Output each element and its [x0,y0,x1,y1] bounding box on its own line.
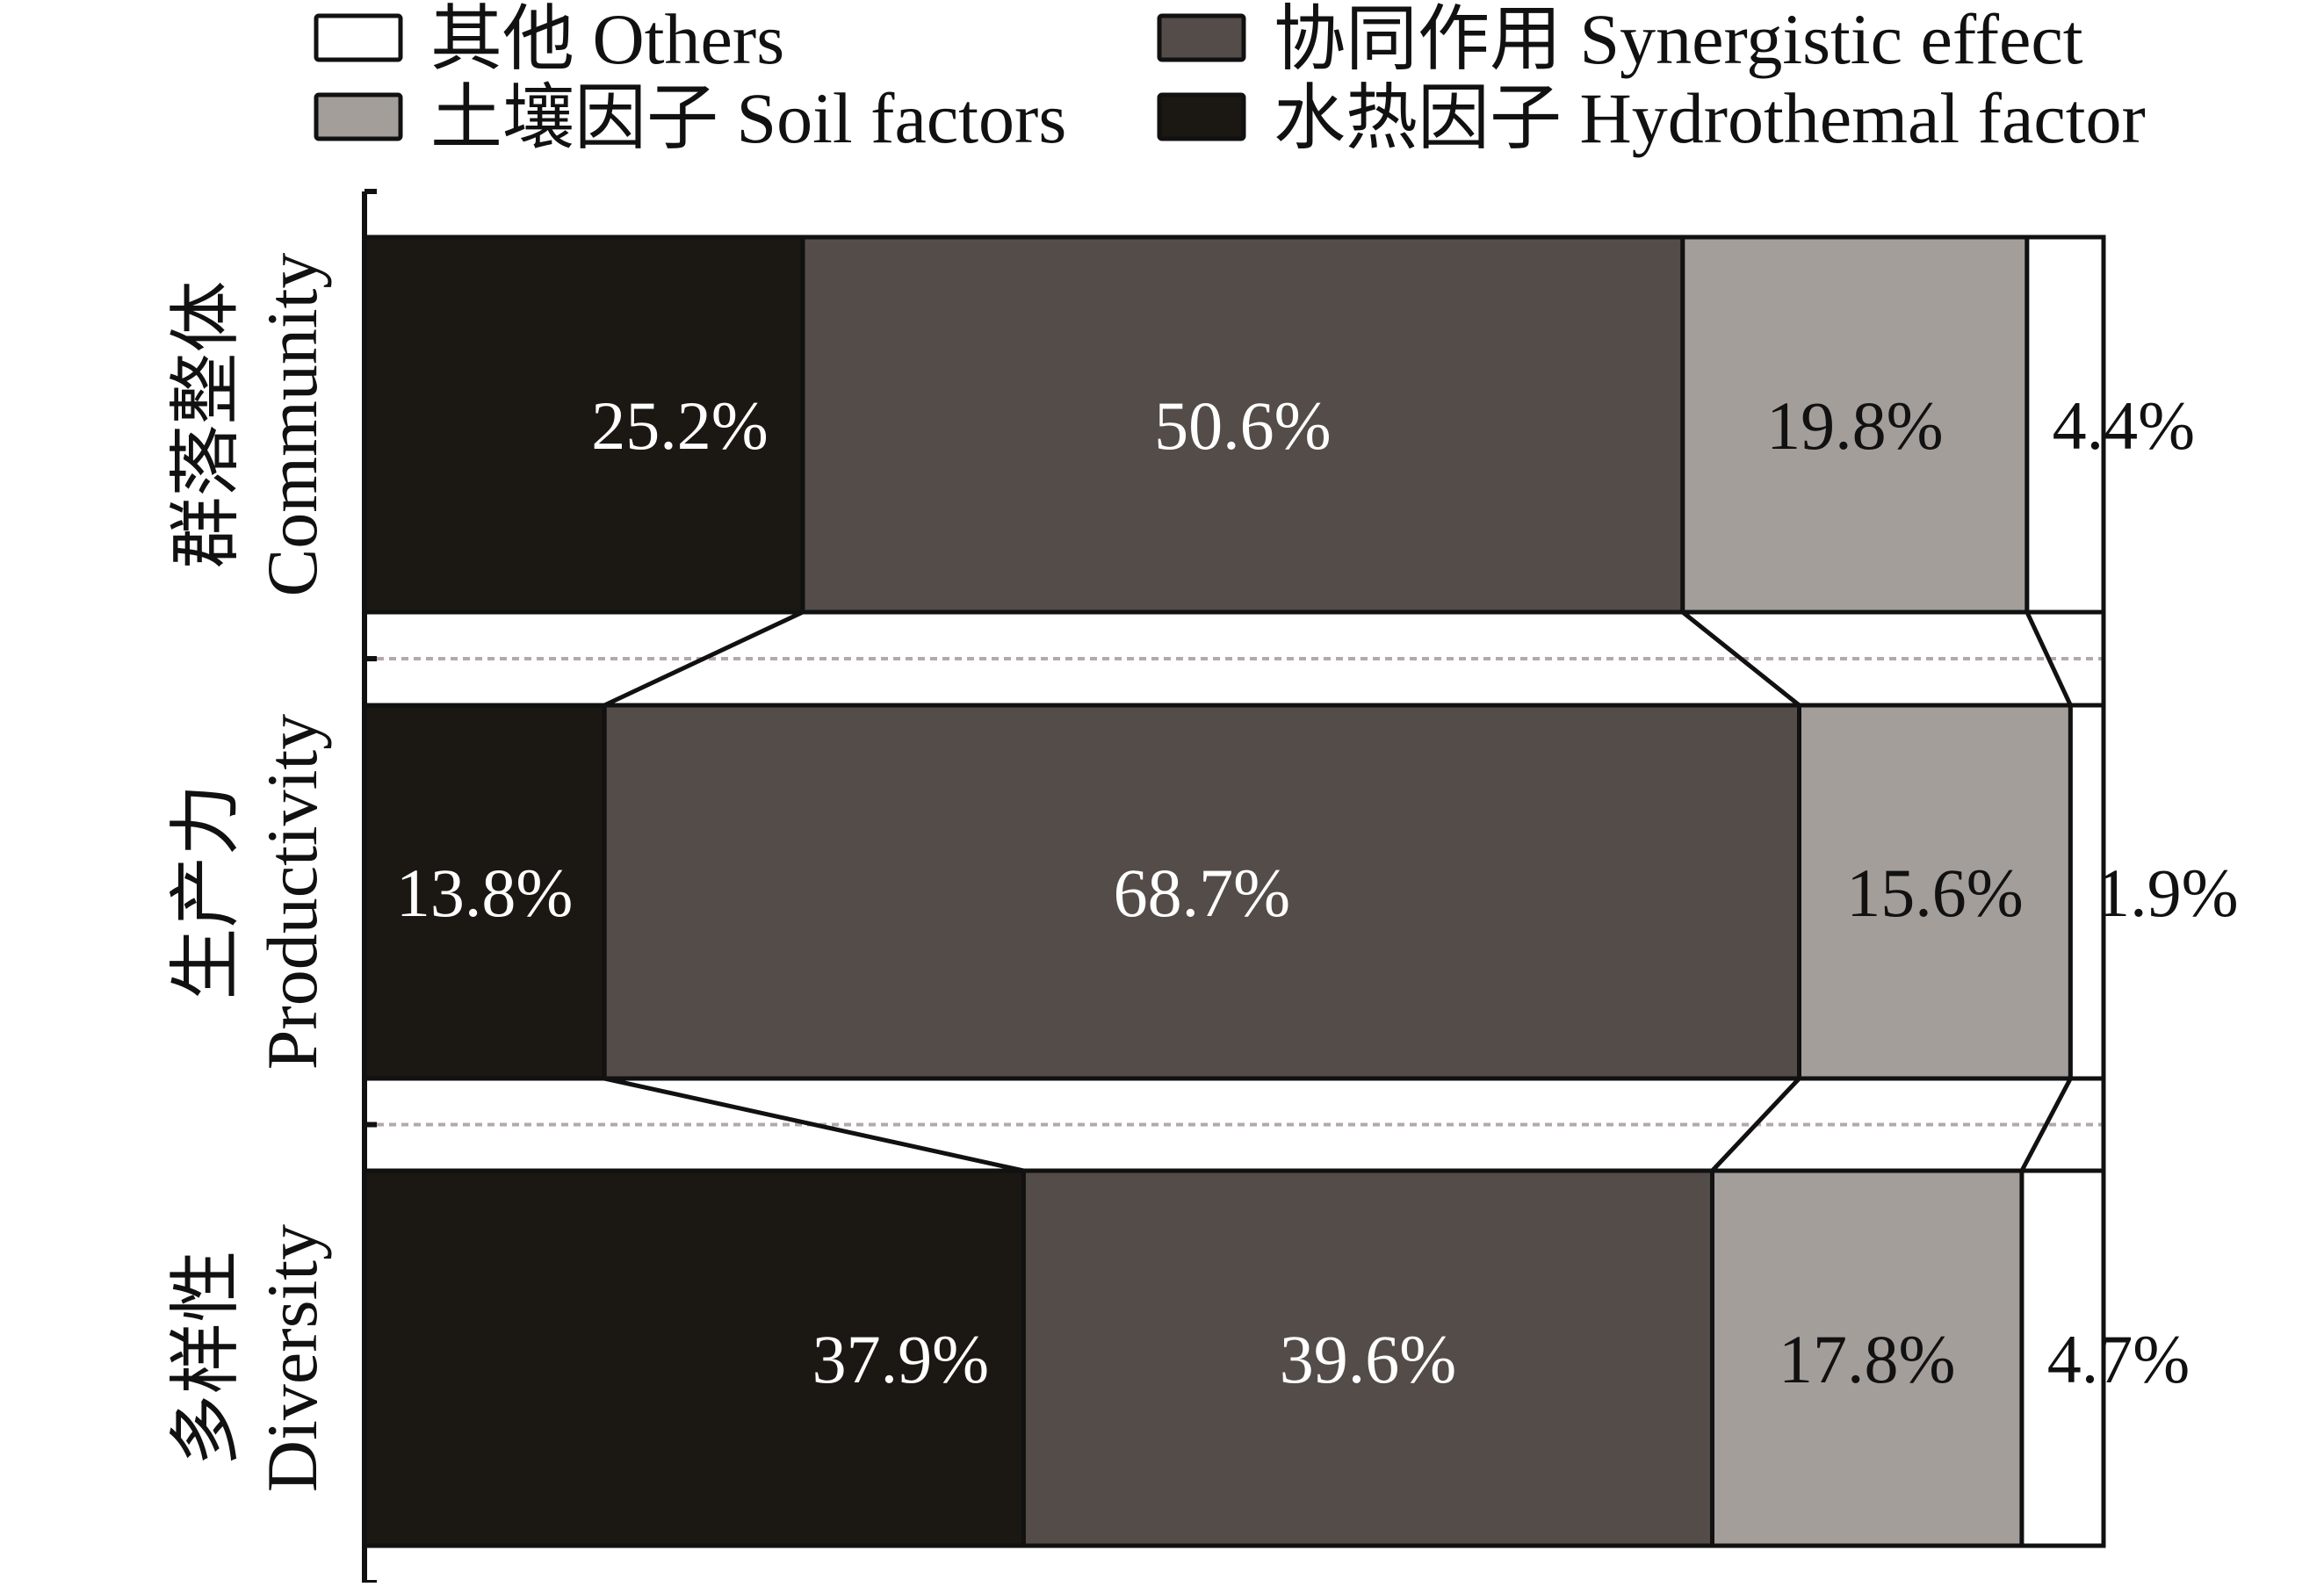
category-labels: 群落整体 Community 生产力 Productivity 多样性 Diversity [166,253,332,1493]
legend-swatch [314,92,403,141]
bar-community-synergistic-effect [800,234,1685,615]
connector-lines [603,610,2106,1173]
category-label-zh: 群落整体 [166,280,246,568]
legend-swatch [314,13,403,62]
data-label-community-others: 4.4% [2053,387,2195,464]
bars [362,234,2106,1548]
bar-community-soil-factors [1680,234,2030,615]
category-label-en: Community [252,253,332,597]
legend-label: 土壤因子 Soil factors [430,78,1066,158]
legend-item-hydrothemal-factor: 水热因子 Hydrothemal factor [1157,78,2146,158]
data-label-productivity-hydrothemal-factor: 13.8% [396,855,573,931]
legend-item-synergistic-effect: 协同作用 Synergistic effect [1157,0,2083,79]
legend: 其他 Others 协同作用 Synergistic effect 土壤因子 Soi… [314,0,2146,158]
category-label-zh: 多样性 [166,1250,246,1466]
bar-productivity-soil-factors [1797,703,2073,1081]
data-label-community-synergistic-effect: 50.6% [1154,387,1331,464]
connector-line [1710,1077,1801,1172]
data-label-diversity-soil-factors: 17.8% [1779,1321,1955,1397]
legend-item-soil-factors: 土壤因子 Soil factors [314,78,1066,158]
data-label-productivity-soil-factors: 15.6% [1846,855,2023,931]
category-label-diversity: 多样性 Diversity [166,1224,332,1492]
bar-community-hydrothemal-factor [362,234,805,615]
legend-label: 水热因子 Hydrothemal factor [1274,78,2146,158]
category-label-en: Diversity [252,1224,332,1492]
legend-swatch [1157,13,1246,62]
bar-productivity-others [2068,703,2106,1081]
data-label-diversity-hydrothemal-factor: 37.9% [812,1321,989,1397]
legend-swatch [1157,92,1246,141]
bar-productivity-synergistic-effect [602,703,1801,1081]
data-labels: 25.2% 50.6% 19.8% 4.4% 13.8% 68.7% 15.6% 1.9% 37… [396,387,2239,1397]
data-label-productivity-synergistic-effect: 68.7% [1114,855,1290,931]
bar-diversity-others [2019,1168,2106,1548]
data-label-community-soil-factors: 19.8% [1766,387,1943,464]
data-label-diversity-synergistic-effect: 39.6% [1280,1321,1456,1397]
bar-diversity-soil-factors [1710,1168,2024,1548]
data-label-productivity-others: 1.9% [2096,855,2238,931]
connector-line [603,1076,1024,1173]
legend-label: 协同作用 Synergistic effect [1274,0,2083,79]
category-label-community: 群落整体 Community [166,253,332,597]
category-label-productivity: 生产力 Productivity [166,714,332,1070]
connector-line [1681,610,1801,707]
data-label-community-hydrothemal-factor: 25.2% [591,387,768,464]
legend-label: 其他 Others [430,0,784,79]
legend-item-others: 其他 Others [314,0,784,79]
bar-community-others [2024,234,2106,615]
category-label-en: Productivity [252,714,332,1070]
data-label-diversity-others: 4.7% [2047,1321,2190,1397]
bar-diversity-synergistic-effect [1021,1168,1715,1548]
connector-line [603,610,805,708]
separator-lines [364,657,2104,1127]
connector-line [2019,1077,2073,1172]
category-label-zh: 生产力 [166,783,246,999]
connector-line [2024,610,2073,707]
bar-productivity-hydrothemal-factor [362,703,607,1081]
